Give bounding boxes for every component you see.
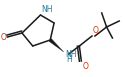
Text: NH: NH [65,50,76,59]
Text: O: O [1,32,6,42]
Text: O: O [82,62,88,71]
Text: H: H [67,55,73,64]
Text: NH: NH [41,5,53,14]
Polygon shape [49,39,64,52]
Text: O: O [93,26,99,35]
